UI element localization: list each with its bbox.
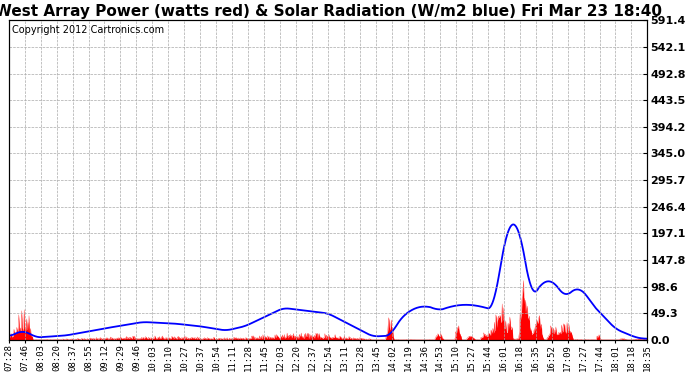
Text: Copyright 2012 Cartronics.com: Copyright 2012 Cartronics.com bbox=[12, 25, 164, 35]
Title: West Array Power (watts red) & Solar Radiation (W/m2 blue) Fri Mar 23 18:40: West Array Power (watts red) & Solar Rad… bbox=[0, 4, 662, 19]
